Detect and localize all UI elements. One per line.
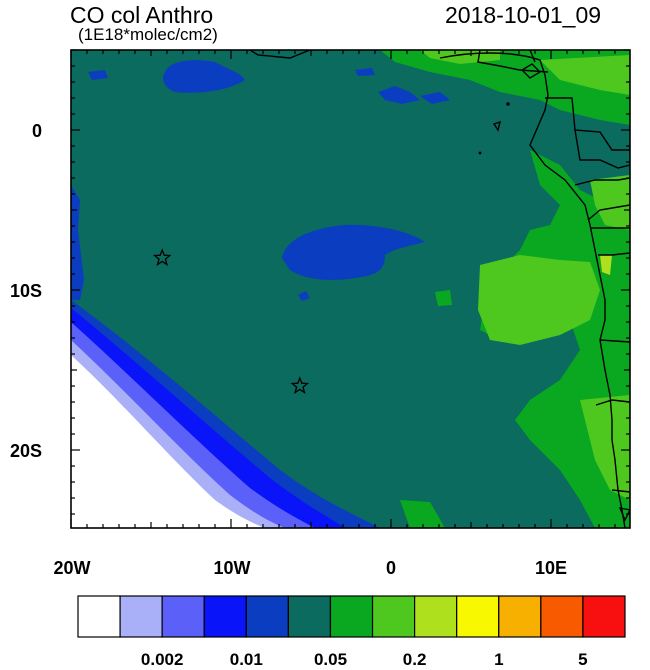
- colorbar-label-0: 0.002: [140, 650, 184, 669]
- colorbar-swatch-3: [203, 595, 247, 638]
- colorbar-swatch-7: [371, 595, 416, 638]
- east-lightgreen-2: [590, 175, 630, 230]
- lon-label-20w: 20W: [53, 558, 91, 578]
- east-lightgreen-1: [478, 255, 600, 345]
- lon-label-0: 0: [385, 558, 397, 578]
- lon-label-10w: 10W: [213, 558, 251, 578]
- star-marker-2: [290, 376, 310, 394]
- central-blob: [282, 224, 425, 280]
- colorbar-label-3: 0.2: [402, 650, 427, 669]
- north-blob-5: [355, 68, 375, 76]
- lat-label-20s: 20S: [9, 441, 42, 461]
- offshore-green: [435, 290, 452, 306]
- colorbar-label-2: 0.05: [313, 650, 348, 669]
- colorbar-swatch-6: [329, 595, 374, 638]
- east-lightgreen-3: [580, 395, 630, 500]
- lat-label-10s: 10S: [9, 281, 42, 301]
- star-marker-1: [152, 248, 172, 266]
- station-markers: [152, 248, 310, 394]
- colorbar-label-1: 0.01: [229, 650, 263, 669]
- axis-ticks: [70, 49, 630, 528]
- colorbar-swatch-0: [77, 595, 121, 638]
- colorbar-swatch-8: [414, 595, 458, 638]
- map-frame: [70, 49, 631, 529]
- colorbar-swatch-9: [456, 595, 500, 638]
- colorbar-swatch-10: [498, 595, 542, 638]
- lat-label-0: 0: [31, 121, 42, 141]
- colorbar-label-4: 1: [494, 650, 504, 669]
- south-green: [400, 500, 445, 528]
- band-min: [71, 355, 265, 528]
- map-title: CO col Anthro: [70, 2, 214, 28]
- lon-label-10e: 10E: [534, 558, 568, 578]
- colorbar-label-5: 5: [578, 650, 588, 669]
- datetime-label: 2018-10-01_09: [445, 2, 602, 28]
- units-label: (1E18*molec/cm2): [78, 25, 218, 44]
- colorbar-swatch-1: [119, 595, 163, 638]
- colorbar-swatch-11: [540, 595, 584, 638]
- coastlines: [249, 50, 630, 528]
- colorbar: [77, 595, 626, 638]
- east-yellowgreen: [600, 255, 612, 275]
- north-lightgreen-2: [540, 55, 630, 95]
- colorbar-swatch-2: [161, 595, 205, 638]
- island-2: [478, 151, 482, 155]
- colorbar-swatch-5: [287, 595, 332, 638]
- west-edge-blob: [71, 185, 84, 300]
- colorbar-swatch-4: [245, 595, 289, 638]
- central-blob-small: [298, 291, 310, 301]
- north-blob-1: [163, 60, 245, 93]
- north-blob-3: [378, 86, 420, 104]
- north-blob-2: [88, 70, 108, 80]
- map-fields: [71, 50, 630, 528]
- island-1: [506, 102, 510, 106]
- colorbar-swatch-12: [582, 595, 626, 638]
- north-blob-4: [420, 92, 450, 104]
